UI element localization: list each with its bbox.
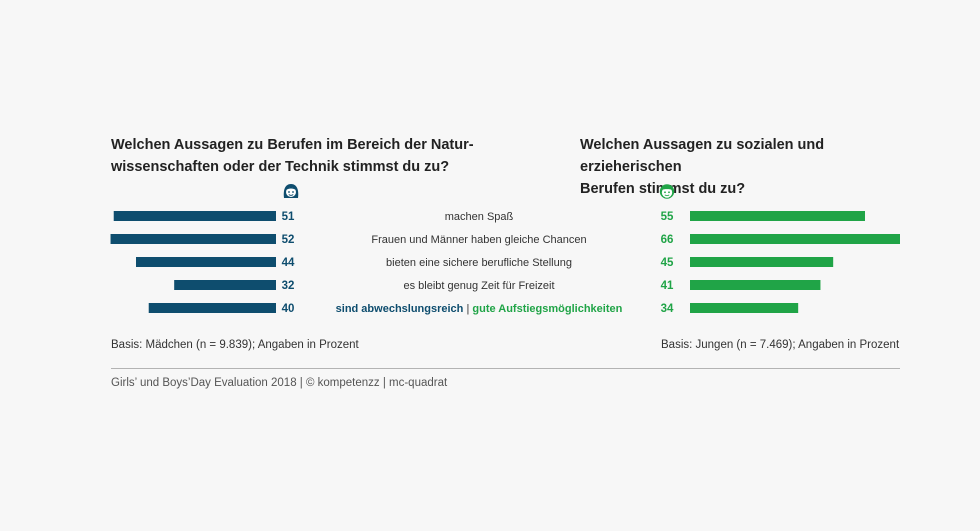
data-label-right: 34: [661, 303, 674, 315]
data-label-right: 41: [661, 280, 674, 292]
basis-note-right: Basis: Jungen (n = 7.469); Angaben in Pr…: [661, 339, 900, 351]
data-label-left: 40: [282, 303, 295, 315]
data-label-left: 32: [282, 280, 295, 292]
bar-left: [136, 257, 276, 267]
chart-title-left: Welchen Aussagen zu Berufen im Bereich d…: [111, 134, 491, 178]
category-label: machen Spaß: [445, 211, 514, 223]
bar-right: [690, 234, 900, 244]
category-label: es bleibt genug Zeit für Freizeit: [403, 280, 554, 292]
bar-left: [174, 280, 276, 290]
data-label-left: 44: [282, 257, 295, 269]
bar-right: [690, 280, 821, 290]
category-label: bieten eine sichere berufliche Stellung: [386, 257, 572, 269]
data-label-left: 52: [282, 234, 295, 246]
category-label: sind abwechslungsreich | gute Aufstiegsm…: [336, 303, 623, 315]
data-label-right: 66: [661, 234, 674, 246]
data-label-left: 51: [282, 211, 295, 223]
bar-right: [690, 211, 865, 221]
bar-left: [110, 234, 276, 244]
bar-right: [690, 257, 834, 267]
data-label-right: 45: [661, 257, 674, 269]
category-label: Frauen und Männer haben gleiche Chancen: [371, 234, 586, 246]
source-note: Girls’ und Boys’Day Evaluation 2018 | © …: [111, 377, 448, 389]
category-label-separator: |: [463, 303, 472, 315]
boy-face-icon: [659, 184, 675, 199]
data-label-right: 55: [661, 211, 674, 223]
chart-title-left-line1: Welchen Aussagen zu Berufen im Bereich d…: [111, 137, 474, 153]
chart-title-left-line2: wissenschaften oder der Technik stimmst …: [111, 159, 450, 175]
category-label-left-part: sind abwechslungsreich: [336, 303, 464, 315]
category-label-right-part: gute Aufstiegsmöglichkeiten: [472, 303, 622, 315]
girl-face-icon: [283, 184, 299, 198]
chart-title-right: Welchen Aussagen zu sozialen und erziehe…: [580, 134, 920, 200]
chart-title-right-line1: Welchen Aussagen zu sozialen und erziehe…: [580, 137, 825, 175]
basis-note-left: Basis: Mädchen (n = 9.839); Angaben in P…: [111, 339, 359, 351]
bar-left: [113, 211, 277, 221]
bar-left: [148, 303, 276, 313]
bar-right: [690, 303, 799, 313]
footer-divider: [111, 368, 900, 369]
